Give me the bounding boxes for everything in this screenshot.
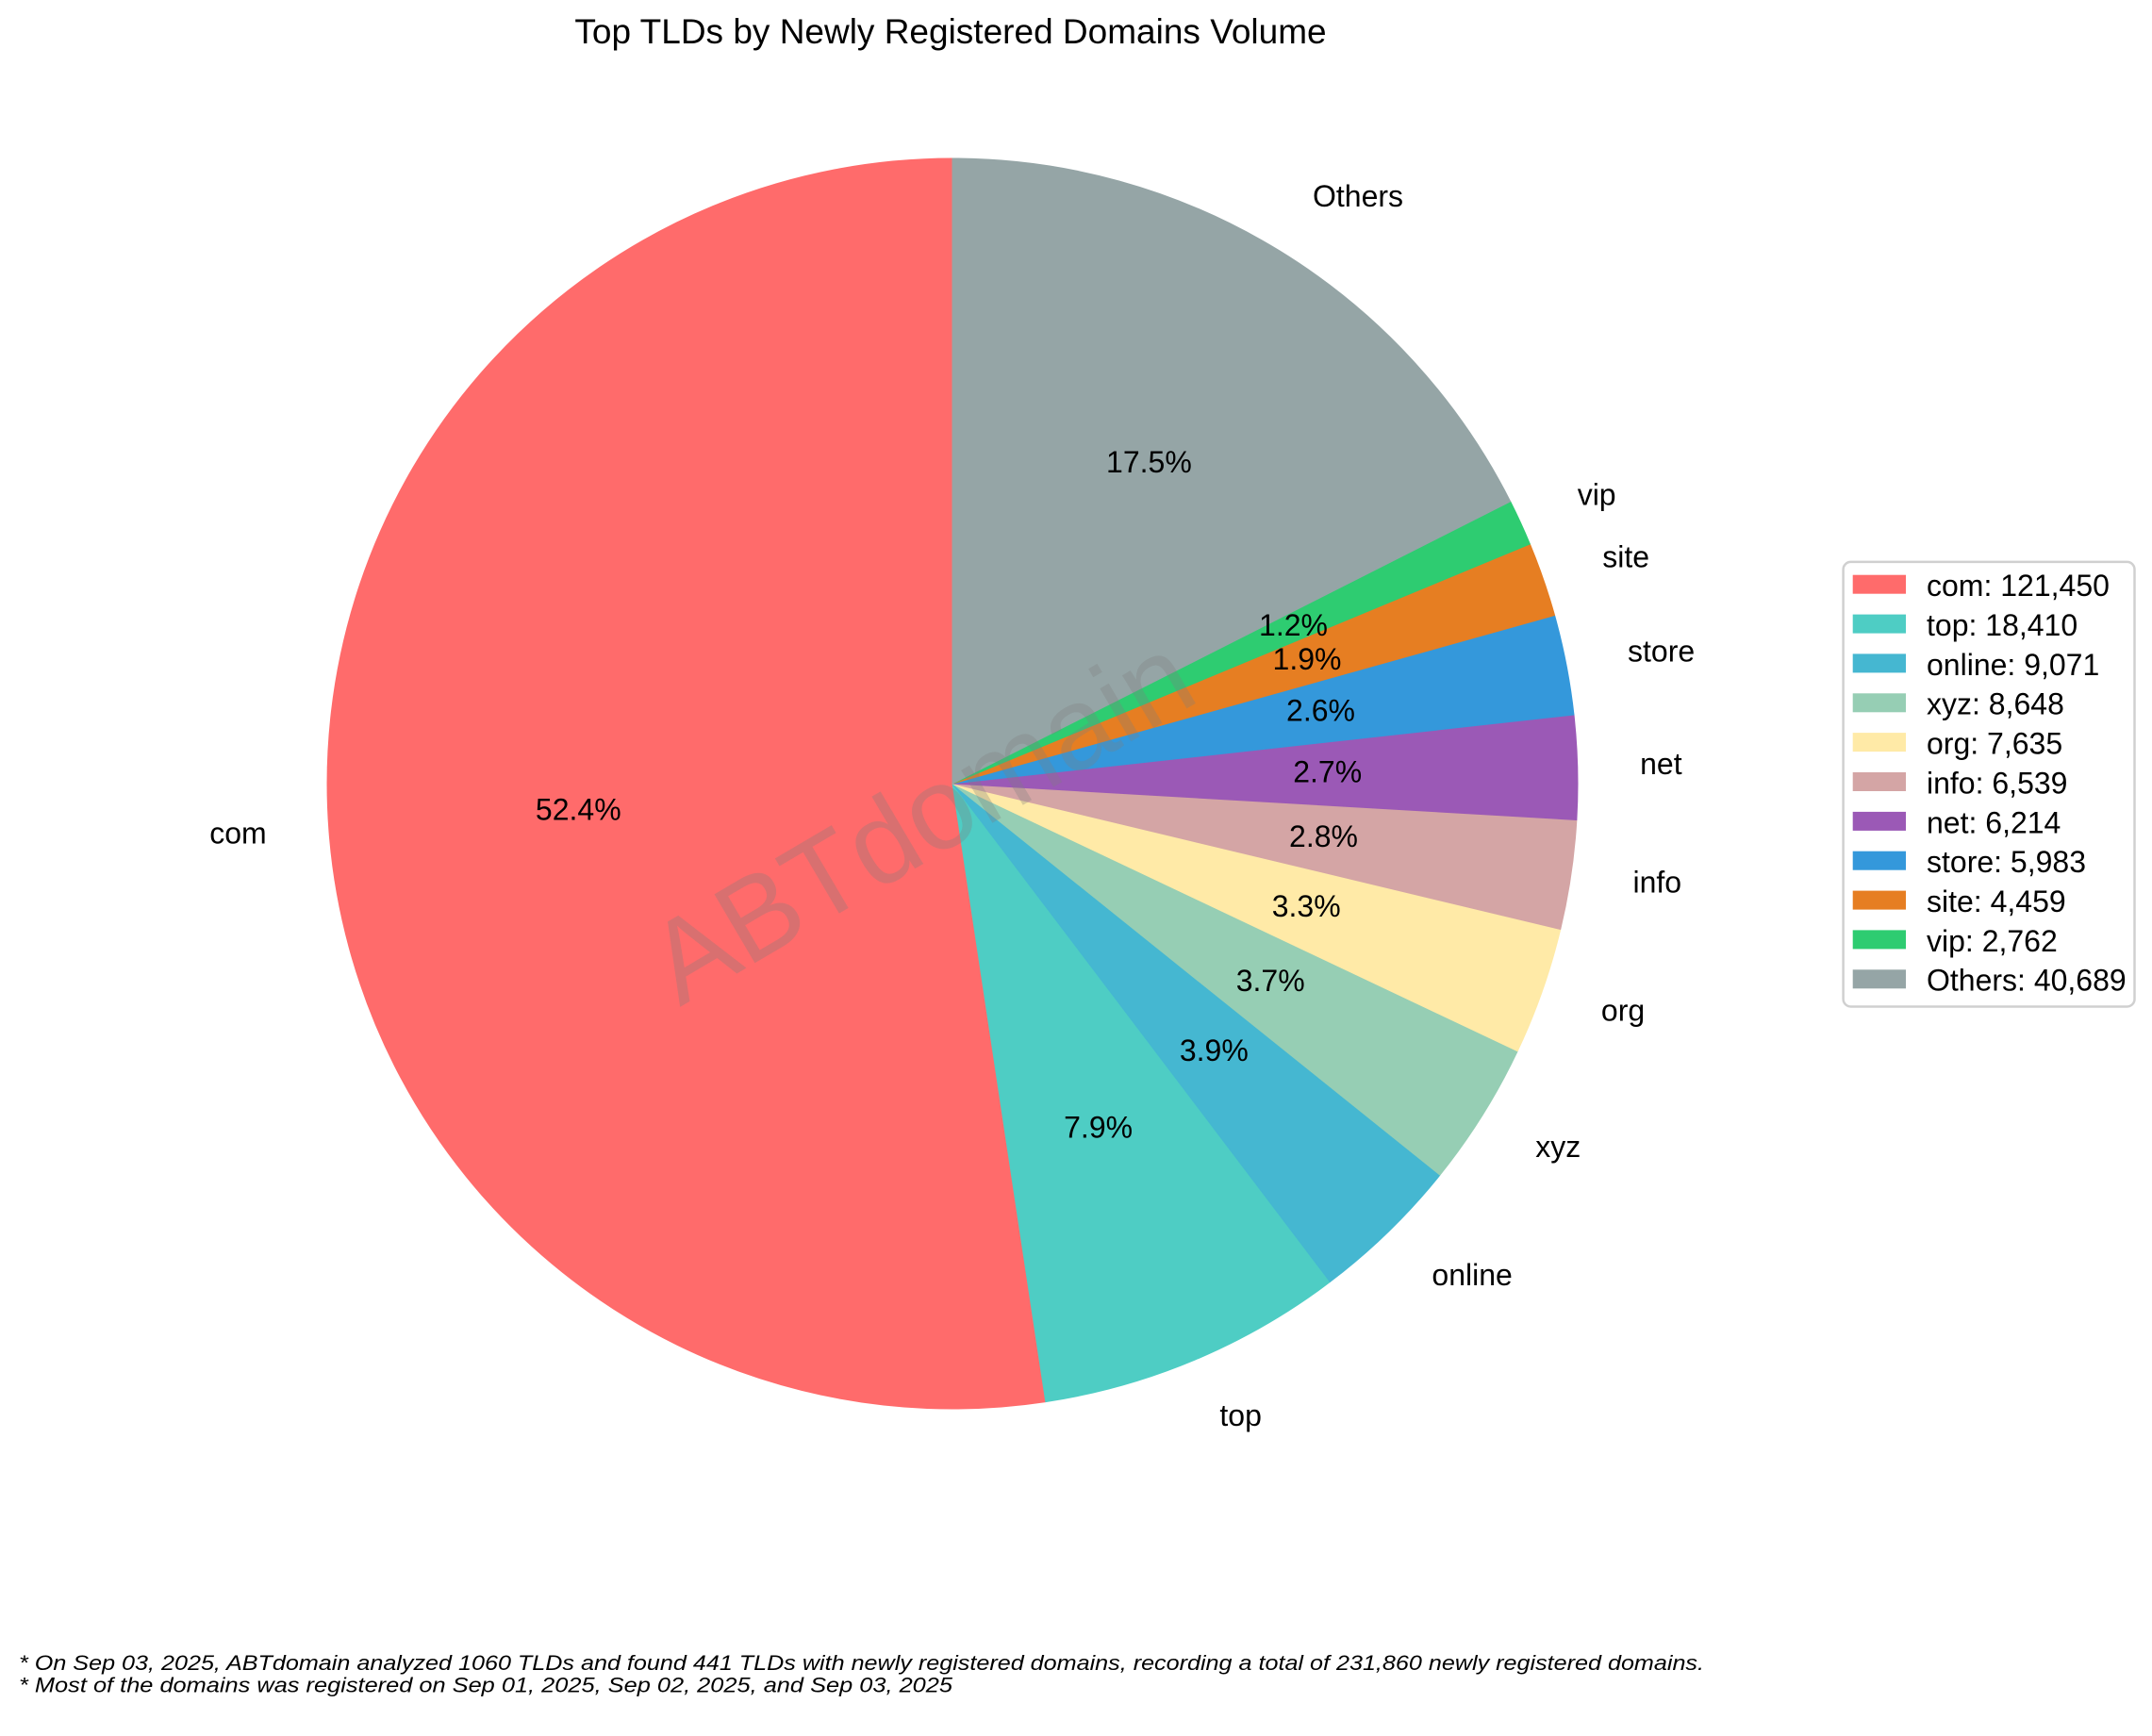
svg-text:vip: 2,762: vip: 2,762 — [1927, 924, 2058, 958]
svg-text:3.3%: 3.3% — [1272, 889, 1341, 923]
svg-text:xyz: xyz — [1535, 1130, 1581, 1164]
svg-text:top: 18,410: top: 18,410 — [1927, 608, 2078, 642]
svg-text:vip: vip — [1578, 478, 1616, 512]
svg-text:info: 6,539: info: 6,539 — [1927, 766, 2067, 800]
svg-text:com: com — [209, 817, 266, 851]
svg-text:online: 9,071: online: 9,071 — [1927, 648, 2099, 682]
svg-text:store: 5,983: store: 5,983 — [1927, 845, 2086, 879]
svg-text:1.9%: 1.9% — [1273, 642, 1342, 676]
svg-text:site: site — [1602, 540, 1649, 574]
svg-text:7.9%: 7.9% — [1064, 1111, 1133, 1145]
svg-text:net: 6,214: net: 6,214 — [1927, 805, 2061, 839]
svg-text:1.2%: 1.2% — [1259, 608, 1328, 642]
svg-text:17.5%: 17.5% — [1106, 445, 1192, 479]
svg-text:3.7%: 3.7% — [1236, 964, 1305, 998]
svg-text:Top TLDs by Newly Registered D: Top TLDs by Newly Registered Domains Vol… — [574, 12, 1326, 51]
svg-text:net: net — [1640, 747, 1682, 781]
svg-text:top: top — [1219, 1398, 1261, 1432]
svg-text:2.6%: 2.6% — [1286, 693, 1355, 727]
svg-text:2.8%: 2.8% — [1289, 819, 1358, 853]
svg-text:store: store — [1628, 634, 1695, 668]
svg-text:52.4%: 52.4% — [536, 793, 621, 827]
svg-text:Others: 40,689: Others: 40,689 — [1927, 964, 2127, 998]
svg-text:org: org — [1601, 993, 1645, 1027]
svg-text:* On Sep 03, 2025, ABTdomain a: * On Sep 03, 2025, ABTdomain analyzed 10… — [19, 1651, 1704, 1675]
svg-text:site: 4,459: site: 4,459 — [1927, 885, 2066, 918]
svg-text:* Most of the domains was regi: * Most of the domains was registered on … — [19, 1674, 953, 1697]
svg-text:2.7%: 2.7% — [1293, 755, 1362, 789]
svg-text:xyz: 8,648: xyz: 8,648 — [1927, 687, 2064, 721]
svg-text:com: 121,450: com: 121,450 — [1927, 569, 2110, 603]
svg-text:Others: Others — [1313, 179, 1403, 213]
svg-text:info: info — [1633, 866, 1682, 900]
svg-text:3.9%: 3.9% — [1180, 1033, 1249, 1067]
svg-text:online: online — [1432, 1258, 1512, 1292]
svg-text:org: 7,635: org: 7,635 — [1927, 727, 2062, 761]
